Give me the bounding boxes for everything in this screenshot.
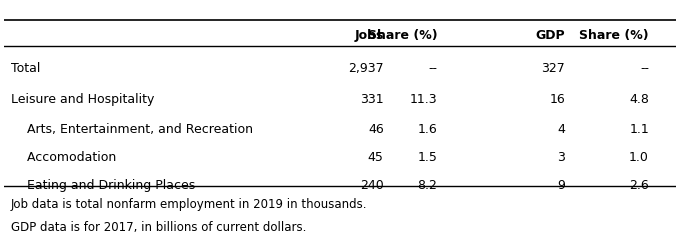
Text: GDP data is for 2017, in billions of current dollars.: GDP data is for 2017, in billions of cur… bbox=[11, 222, 306, 234]
Text: 1.0: 1.0 bbox=[629, 151, 649, 164]
Text: 240: 240 bbox=[360, 179, 384, 192]
Text: Accomodation: Accomodation bbox=[11, 151, 116, 164]
Text: 2,937: 2,937 bbox=[348, 62, 384, 75]
Text: --: -- bbox=[428, 62, 437, 75]
Text: 4: 4 bbox=[557, 123, 565, 136]
Text: 16: 16 bbox=[549, 93, 565, 106]
Text: 1.6: 1.6 bbox=[418, 123, 437, 136]
Text: GDP: GDP bbox=[535, 29, 565, 42]
Text: 4.8: 4.8 bbox=[629, 93, 649, 106]
Text: --: -- bbox=[640, 62, 649, 75]
Text: Share (%): Share (%) bbox=[579, 29, 649, 42]
Text: 2.6: 2.6 bbox=[629, 179, 649, 192]
Text: 1.5: 1.5 bbox=[418, 151, 437, 164]
Text: Share (%): Share (%) bbox=[368, 29, 437, 42]
Text: Eating and Drinking Places: Eating and Drinking Places bbox=[11, 179, 195, 192]
Text: Total: Total bbox=[11, 62, 40, 75]
Text: Arts, Entertainment, and Recreation: Arts, Entertainment, and Recreation bbox=[11, 123, 253, 136]
Text: 46: 46 bbox=[368, 123, 384, 136]
Text: Leisure and Hospitality: Leisure and Hospitality bbox=[11, 93, 154, 106]
Text: 8.2: 8.2 bbox=[418, 179, 437, 192]
Text: Jobs: Jobs bbox=[354, 29, 384, 42]
Text: 327: 327 bbox=[541, 62, 565, 75]
Text: 3: 3 bbox=[557, 151, 565, 164]
Text: 11.3: 11.3 bbox=[410, 93, 437, 106]
Text: 9: 9 bbox=[557, 179, 565, 192]
Text: 1.1: 1.1 bbox=[629, 123, 649, 136]
Text: Job data is total nonfarm employment in 2019 in thousands.: Job data is total nonfarm employment in … bbox=[11, 198, 367, 211]
Text: 45: 45 bbox=[368, 151, 384, 164]
Text: 331: 331 bbox=[360, 93, 384, 106]
